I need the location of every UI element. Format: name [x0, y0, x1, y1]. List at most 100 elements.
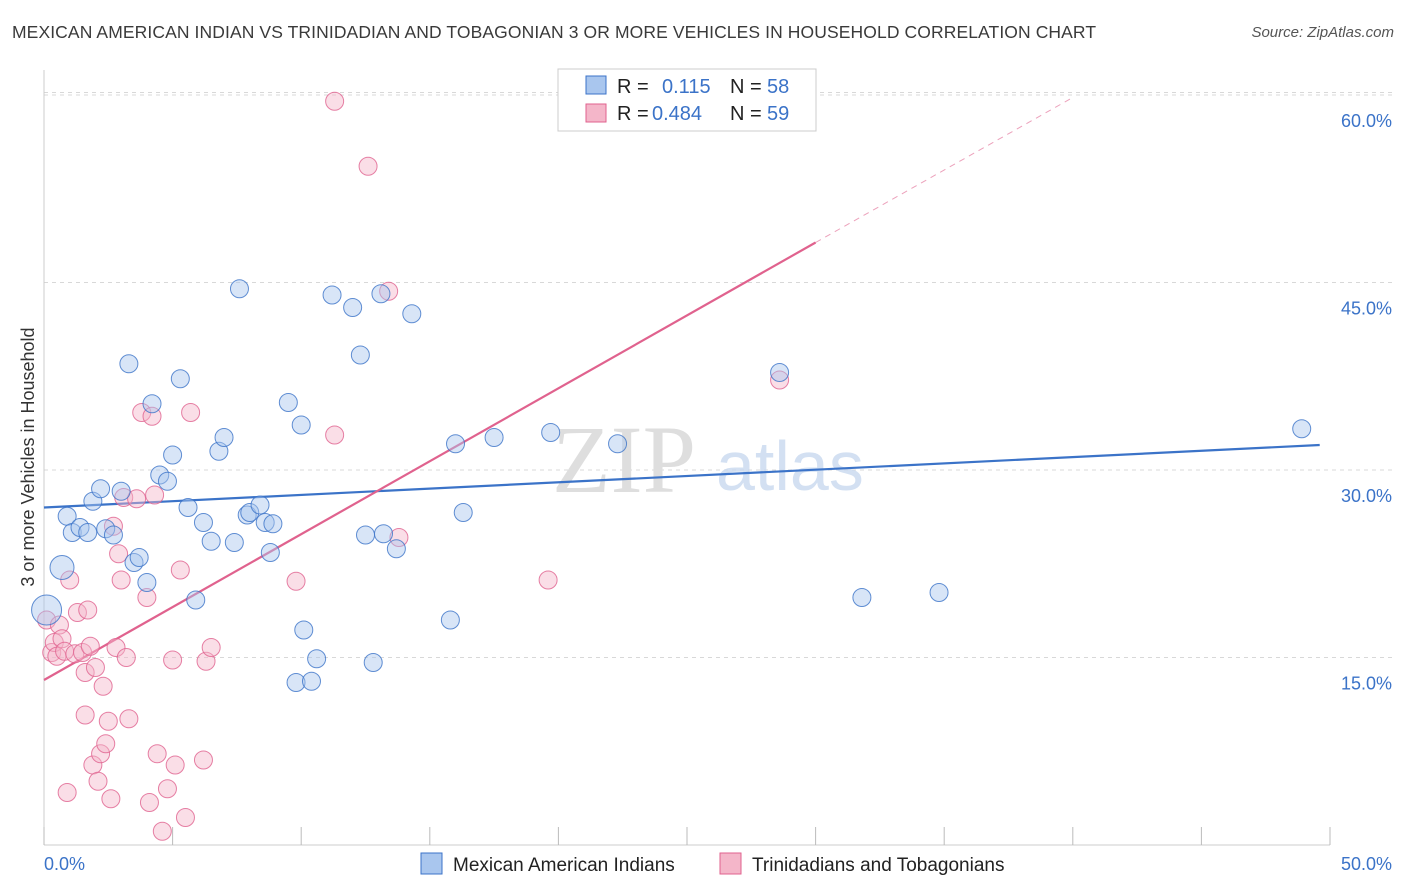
point-trinidadians-tobagonians [88, 771, 108, 791]
point-mexican-american-indians [150, 465, 170, 485]
point-trinidadians-tobagonians [139, 793, 159, 812]
point-mexican-american-indians [237, 505, 257, 525]
correlation-legend: R = 0.115 N = 58 R = 0.484 N = 59 [557, 68, 817, 132]
legend-n-value-2: 59 [767, 103, 789, 125]
source-label: Source: ZipAtlas.com [1251, 24, 1394, 41]
point-mexican-american-indians [91, 479, 111, 499]
point-mexican-american-indians [142, 394, 162, 414]
series-legend-label-pink: Trinidadians and Tobagonians [752, 855, 1004, 876]
point-trinidadians-tobagonians [165, 755, 185, 775]
point-mexican-american-indians [224, 533, 244, 552]
point-mexican-american-indians [240, 503, 260, 522]
point-trinidadians-tobagonians [157, 779, 177, 799]
point-trinidadians-tobagonians [119, 709, 139, 729]
point-mexican-american-indians [386, 539, 406, 559]
point-trinidadians-tobagonians [163, 650, 183, 670]
series-legend: Mexican American Indians Trinidadians an… [420, 852, 1004, 876]
point-mexican-american-indians [402, 304, 422, 324]
watermark-atlas: atlas [716, 427, 864, 505]
point-mexican-american-indians [229, 279, 249, 299]
point-mexican-american-indians [96, 519, 116, 539]
point-trinidadians-tobagonians [75, 705, 95, 725]
point-trinidadians-tobagonians [75, 663, 95, 682]
point-mexican-american-indians [371, 284, 391, 304]
point-mexican-american-indians [178, 498, 198, 517]
point-mexican-american-indians [260, 543, 280, 562]
point-trinidadians-tobagonians [538, 570, 558, 590]
y-axis-label: 3 or more Vehicles in Household [18, 327, 38, 586]
y-tick-labels: 15.0% 30.0% 45.0% 60.0% [1341, 111, 1392, 694]
legend-swatch-pink [585, 103, 607, 123]
point-mexican-american-indians [608, 434, 628, 454]
trendline-pink-extension [815, 97, 1074, 243]
point-mexican-american-indians [49, 555, 75, 580]
point-trinidadians-tobagonians [85, 658, 105, 677]
point-trinidadians-tobagonians [152, 821, 172, 841]
axes [43, 70, 1331, 846]
trend-lines [43, 97, 1320, 681]
point-mexican-american-indians [119, 354, 139, 374]
point-trinidadians-tobagonians [127, 489, 147, 509]
point-trinidadians-tobagonians [389, 528, 409, 547]
point-mexican-american-indians [214, 428, 234, 447]
point-trinidadians-tobagonians [91, 744, 111, 764]
y-tick-label: 30.0% [1341, 486, 1392, 506]
point-trinidadians-tobagonians [116, 648, 136, 667]
point-mexican-american-indians [78, 523, 98, 542]
data-points [31, 91, 1312, 841]
x-tick-label: 0.0% [44, 854, 85, 874]
grid-lines [44, 92, 1392, 658]
point-mexican-american-indians [453, 503, 473, 522]
series-legend-swatch-pink [719, 852, 742, 875]
point-mexican-american-indians [278, 393, 298, 412]
point-mexican-american-indians [446, 434, 466, 454]
x-tick-labels: 0.0% 50.0% [44, 854, 1392, 874]
point-mexican-american-indians [350, 345, 370, 365]
x-tick-label: 50.0% [1341, 854, 1392, 874]
point-mexican-american-indians [193, 513, 213, 532]
point-mexican-american-indians [356, 525, 375, 545]
point-mexican-american-indians [301, 671, 321, 691]
point-trinidadians-tobagonians [106, 638, 126, 657]
point-trinidadians-tobagonians [78, 600, 98, 620]
point-mexican-american-indians [770, 363, 790, 382]
legend-r-label-1: R = [617, 76, 649, 98]
point-mexican-american-indians [343, 298, 363, 317]
y-tick-label: 45.0% [1341, 299, 1392, 319]
point-mexican-american-indians [363, 653, 383, 672]
legend-n-value-1: 58 [767, 76, 789, 98]
legend-r-label-2: R = [617, 103, 649, 125]
point-mexican-american-indians [186, 590, 206, 610]
point-mexican-american-indians [484, 428, 504, 447]
point-mexican-american-indians [291, 415, 311, 435]
point-trinidadians-tobagonians [325, 91, 345, 111]
chart-title: MEXICAN AMERICAN INDIAN VS TRINIDADIAN A… [12, 22, 1097, 42]
point-mexican-american-indians [163, 445, 183, 465]
point-mexican-american-indians [541, 423, 561, 442]
trendline-pink [43, 241, 817, 681]
series-legend-swatch-blue [420, 852, 443, 875]
point-trinidadians-tobagonians [325, 425, 345, 445]
point-trinidadians-tobagonians [770, 370, 790, 390]
point-trinidadians-tobagonians [181, 403, 201, 422]
point-mexican-american-indians [103, 525, 123, 545]
point-mexican-american-indians [137, 573, 157, 592]
point-trinidadians-tobagonians [57, 783, 77, 802]
point-mexican-american-indians [307, 649, 327, 669]
point-mexican-american-indians [1292, 419, 1312, 439]
point-trinidadians-tobagonians [137, 588, 157, 607]
watermark-zip: ZIP [552, 406, 696, 513]
point-mexican-american-indians [852, 588, 872, 607]
y-tick-label: 60.0% [1341, 111, 1392, 131]
point-trinidadians-tobagonians [147, 744, 167, 764]
point-trinidadians-tobagonians [145, 485, 165, 505]
point-mexican-american-indians [124, 553, 144, 572]
point-mexican-american-indians [31, 594, 63, 626]
point-trinidadians-tobagonians [65, 644, 85, 664]
point-mexican-american-indians [250, 495, 270, 515]
series-legend-label-blue: Mexican American Indians [453, 855, 675, 876]
legend-n-label-2: N = [730, 103, 762, 125]
point-trinidadians-tobagonians [96, 734, 116, 754]
point-trinidadians-tobagonians [379, 281, 399, 301]
